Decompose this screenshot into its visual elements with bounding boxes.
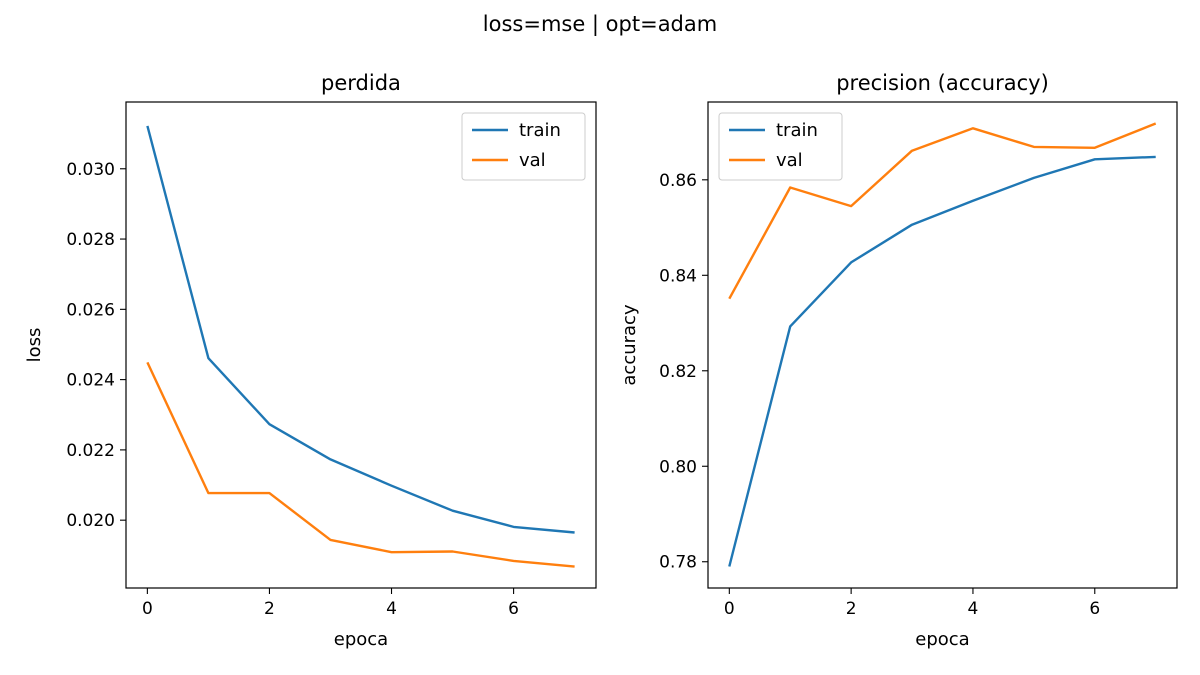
- x-tick-label: 0: [142, 599, 153, 619]
- y-tick-label: 0.030: [66, 160, 115, 180]
- y-tick-label: 0.024: [66, 371, 115, 391]
- y-tick-label: 0.022: [66, 441, 115, 461]
- legend: train val: [718, 112, 843, 181]
- y-tick-label: 0.78: [659, 553, 697, 573]
- x-tick-label: 2: [264, 599, 275, 619]
- x-tick-label: 6: [1089, 599, 1100, 619]
- figure-suptitle: loss=mse | opt=adam: [483, 12, 717, 37]
- y-tick-label: 0.026: [66, 300, 115, 320]
- series-line-train: [728, 155, 1156, 567]
- y-axis-label: accuracy: [619, 304, 640, 386]
- x-tick-label: 0: [724, 599, 735, 619]
- panel-title: precision (accuracy): [836, 71, 1049, 95]
- legend-label-val: val: [519, 150, 546, 171]
- accuracy-panel: 0 2 4 6 0.78 0.80 0.82 0.84 0.86 precision (accur…: [619, 71, 1178, 650]
- legend-label-val: val: [776, 150, 803, 171]
- x-tick-label: 4: [968, 599, 979, 619]
- y-tick-label: 0.82: [659, 362, 697, 382]
- legend-label-train: train: [776, 120, 818, 141]
- x-axis-label: epoca: [915, 629, 969, 650]
- y-tick-label: 0.020: [66, 511, 115, 531]
- y-tick-label: 0.86: [659, 171, 697, 191]
- y-tick-label: 0.84: [659, 266, 697, 286]
- series-line-val: [146, 361, 575, 568]
- y-axis-label: loss: [24, 328, 45, 363]
- series-line-val: [728, 122, 1157, 300]
- x-tick-label: 4: [386, 599, 397, 619]
- x-tick-label: 6: [508, 599, 519, 619]
- panel-title: perdida: [321, 71, 401, 95]
- y-tick-label: 0.80: [659, 457, 697, 477]
- y-tick-label: 0.028: [66, 230, 115, 250]
- series-line-train: [146, 125, 575, 534]
- axes-frame: [707, 101, 1178, 589]
- legend-label-train: train: [519, 120, 561, 141]
- loss-panel: 0 2 4 6 0.020 0.022 0.024 0.026 0.028 0.030 perdid…: [24, 71, 597, 650]
- axes-frame: [125, 101, 597, 589]
- x-axis-label: epoca: [334, 629, 388, 650]
- x-tick-label: 2: [846, 599, 857, 619]
- legend: train val: [461, 112, 586, 181]
